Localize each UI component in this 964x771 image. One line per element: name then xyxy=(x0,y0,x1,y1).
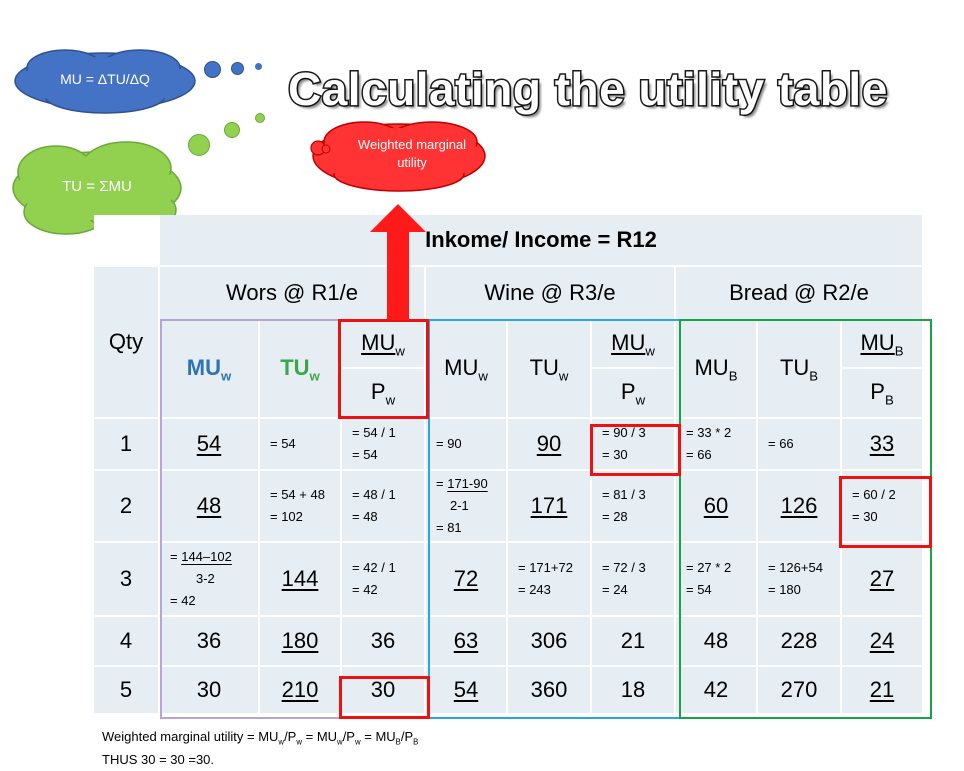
wors-tu-cell: 210 xyxy=(260,667,342,715)
wors-weighted-cell: 36 xyxy=(342,617,426,667)
qty-cell: 1 xyxy=(94,419,160,471)
footer-note: Weighted marginal utility = MUw/Pw = MUw… xyxy=(102,728,418,768)
group-header-wine: Wine @ R3/e xyxy=(426,267,676,321)
col-header-weighted-wors-num: MUw xyxy=(342,321,426,369)
wine-mu-cell: 63 xyxy=(426,617,508,667)
thought-dot xyxy=(188,134,210,156)
wine-mu-cell: 72 xyxy=(426,543,508,617)
page-title: Calculating the utility table xyxy=(287,62,889,117)
bread-tu-cell: = 66 xyxy=(758,419,842,471)
qty-cell: 3 xyxy=(94,543,160,617)
thought-dot xyxy=(255,113,265,123)
table-row: 5 30 210 30 54 360 18 42 270 21 xyxy=(94,667,924,715)
wors-tu-cell: 180 xyxy=(260,617,342,667)
wors-mu-cell: 36 xyxy=(160,617,260,667)
cloud-shape-green xyxy=(12,141,182,235)
footer-line-1: Weighted marginal utility = MUw/Pw = MUw… xyxy=(102,729,419,747)
qty-cell: 4 xyxy=(94,617,160,667)
group-header-bread: Bread @ R2/e xyxy=(676,267,924,321)
bread-weighted-cell: 21 xyxy=(842,667,924,715)
bread-weighted-cell: 24 xyxy=(842,617,924,667)
utility-table: Inkome/ Income = R12 Qty Wors @ R1/e Win… xyxy=(94,215,924,715)
col-header-tu-wine: TUw xyxy=(508,321,592,419)
bread-weighted-cell: = 60 / 2 = 30 xyxy=(842,471,924,543)
bread-tu-cell: 270 xyxy=(758,667,842,715)
wine-mu-cell: = 171-90 2-1 = 81 xyxy=(426,471,508,543)
wine-weighted-cell: = 90 / 3 = 30 xyxy=(592,419,676,471)
red-arrow-up xyxy=(370,204,426,320)
bread-mu-cell: 48 xyxy=(676,617,758,667)
bread-tu-cell: 228 xyxy=(758,617,842,667)
thought-dot xyxy=(224,122,240,138)
col-header-weighted-bread-den: PB xyxy=(842,369,924,419)
wors-mu-cell: 48 xyxy=(160,471,260,543)
wors-tu-cell: = 54 + 48 = 102 xyxy=(260,471,342,543)
bread-mu-cell: = 33 * 2 = 66 xyxy=(676,419,758,471)
col-header-tu-bread: TUB xyxy=(758,321,842,419)
table-row: 3 = 144–102 3-2 = 42 144 = 42 / 1 = 42 72… xyxy=(94,543,924,617)
bread-weighted-cell: 33 xyxy=(842,419,924,471)
col-header-weighted-wine-den: Pw xyxy=(592,369,676,419)
bread-tu-cell: 126 xyxy=(758,471,842,543)
qty-cell: 2 xyxy=(94,471,160,543)
table-row: 1 54 = 54 = 54 / 1 = 54 = 90 90 = 90 / 3 =… xyxy=(94,419,924,471)
wine-tu-cell: 171 xyxy=(508,471,592,543)
group-header-wors: Wors @ R1/e xyxy=(160,267,426,321)
wine-tu-cell: = 171+72 = 243 xyxy=(508,543,592,617)
thought-dot xyxy=(231,62,244,75)
wors-mu-cell: 30 xyxy=(160,667,260,715)
table-row: 4 36 180 36 63 306 21 48 228 24 xyxy=(94,617,924,667)
wine-weighted-cell: 21 xyxy=(592,617,676,667)
thought-dot xyxy=(204,61,221,78)
bread-mu-cell: 60 xyxy=(676,471,758,543)
wine-tu-cell: 360 xyxy=(508,667,592,715)
mu-formula-text: MU = ΔTU/ΔQ xyxy=(60,71,150,87)
wine-weighted-cell: = 81 / 3 = 28 xyxy=(592,471,676,543)
income-header: Inkome/ Income = R12 xyxy=(160,215,924,267)
weighted-mu-cloud: Weighted marginal utility xyxy=(304,116,490,194)
wors-tu-cell: = 54 xyxy=(260,419,342,471)
weighted-mu-text: Weighted marginal utility xyxy=(357,137,467,170)
thought-dot xyxy=(255,63,262,70)
col-header-mu-bread: MUB xyxy=(676,321,758,419)
col-header-weighted-wors-den: Pw xyxy=(342,369,426,419)
footer-line-2: THUS 30 = 30 =30. xyxy=(102,751,215,767)
wors-weighted-cell: = 42 / 1 = 42 xyxy=(342,543,426,617)
cloud-shape-red xyxy=(310,121,486,192)
bread-mu-cell: = 27 * 2 = 54 xyxy=(676,543,758,617)
bread-weighted-cell: 27 xyxy=(842,543,924,617)
qty-header: Qty xyxy=(94,267,160,419)
wors-weighted-cell: 30 xyxy=(342,667,426,715)
wine-weighted-cell: = 72 / 3 = 24 xyxy=(592,543,676,617)
bread-tu-cell: = 126+54 = 180 xyxy=(758,543,842,617)
wors-weighted-cell: = 48 / 1 = 48 xyxy=(342,471,426,543)
bread-mu-cell: 42 xyxy=(676,667,758,715)
wors-mu-cell: 54 xyxy=(160,419,260,471)
wine-tu-cell: 90 xyxy=(508,419,592,471)
tu-formula-cloud: TU = ΣMU xyxy=(6,136,188,240)
wine-tu-cell: 306 xyxy=(508,617,592,667)
qty-cell: 5 xyxy=(94,667,160,715)
wine-mu-cell: = 90 xyxy=(426,419,508,471)
col-header-mu-wors: MUw xyxy=(160,321,260,419)
mu-formula-cloud: MU = ΔTU/ΔQ xyxy=(10,44,200,116)
wine-weighted-cell: 18 xyxy=(592,667,676,715)
tu-formula-text: TU = ΣMU xyxy=(62,178,132,195)
wors-weighted-cell: = 54 / 1 = 54 xyxy=(342,419,426,471)
wine-mu-cell: 54 xyxy=(426,667,508,715)
col-header-weighted-bread-num: MUB xyxy=(842,321,924,369)
table-row: 2 48 = 54 + 48 = 102 = 48 / 1 = 48 = 171-9… xyxy=(94,471,924,543)
cloud-shape-blue xyxy=(14,49,196,114)
col-header-tu-wors: TUw xyxy=(260,321,342,419)
col-header-weighted-wine-num: MUw xyxy=(592,321,676,369)
wors-mu-cell: = 144–102 3-2 = 42 xyxy=(160,543,260,617)
col-header-mu-wine: MUw xyxy=(426,321,508,419)
wors-tu-cell: 144 xyxy=(260,543,342,617)
